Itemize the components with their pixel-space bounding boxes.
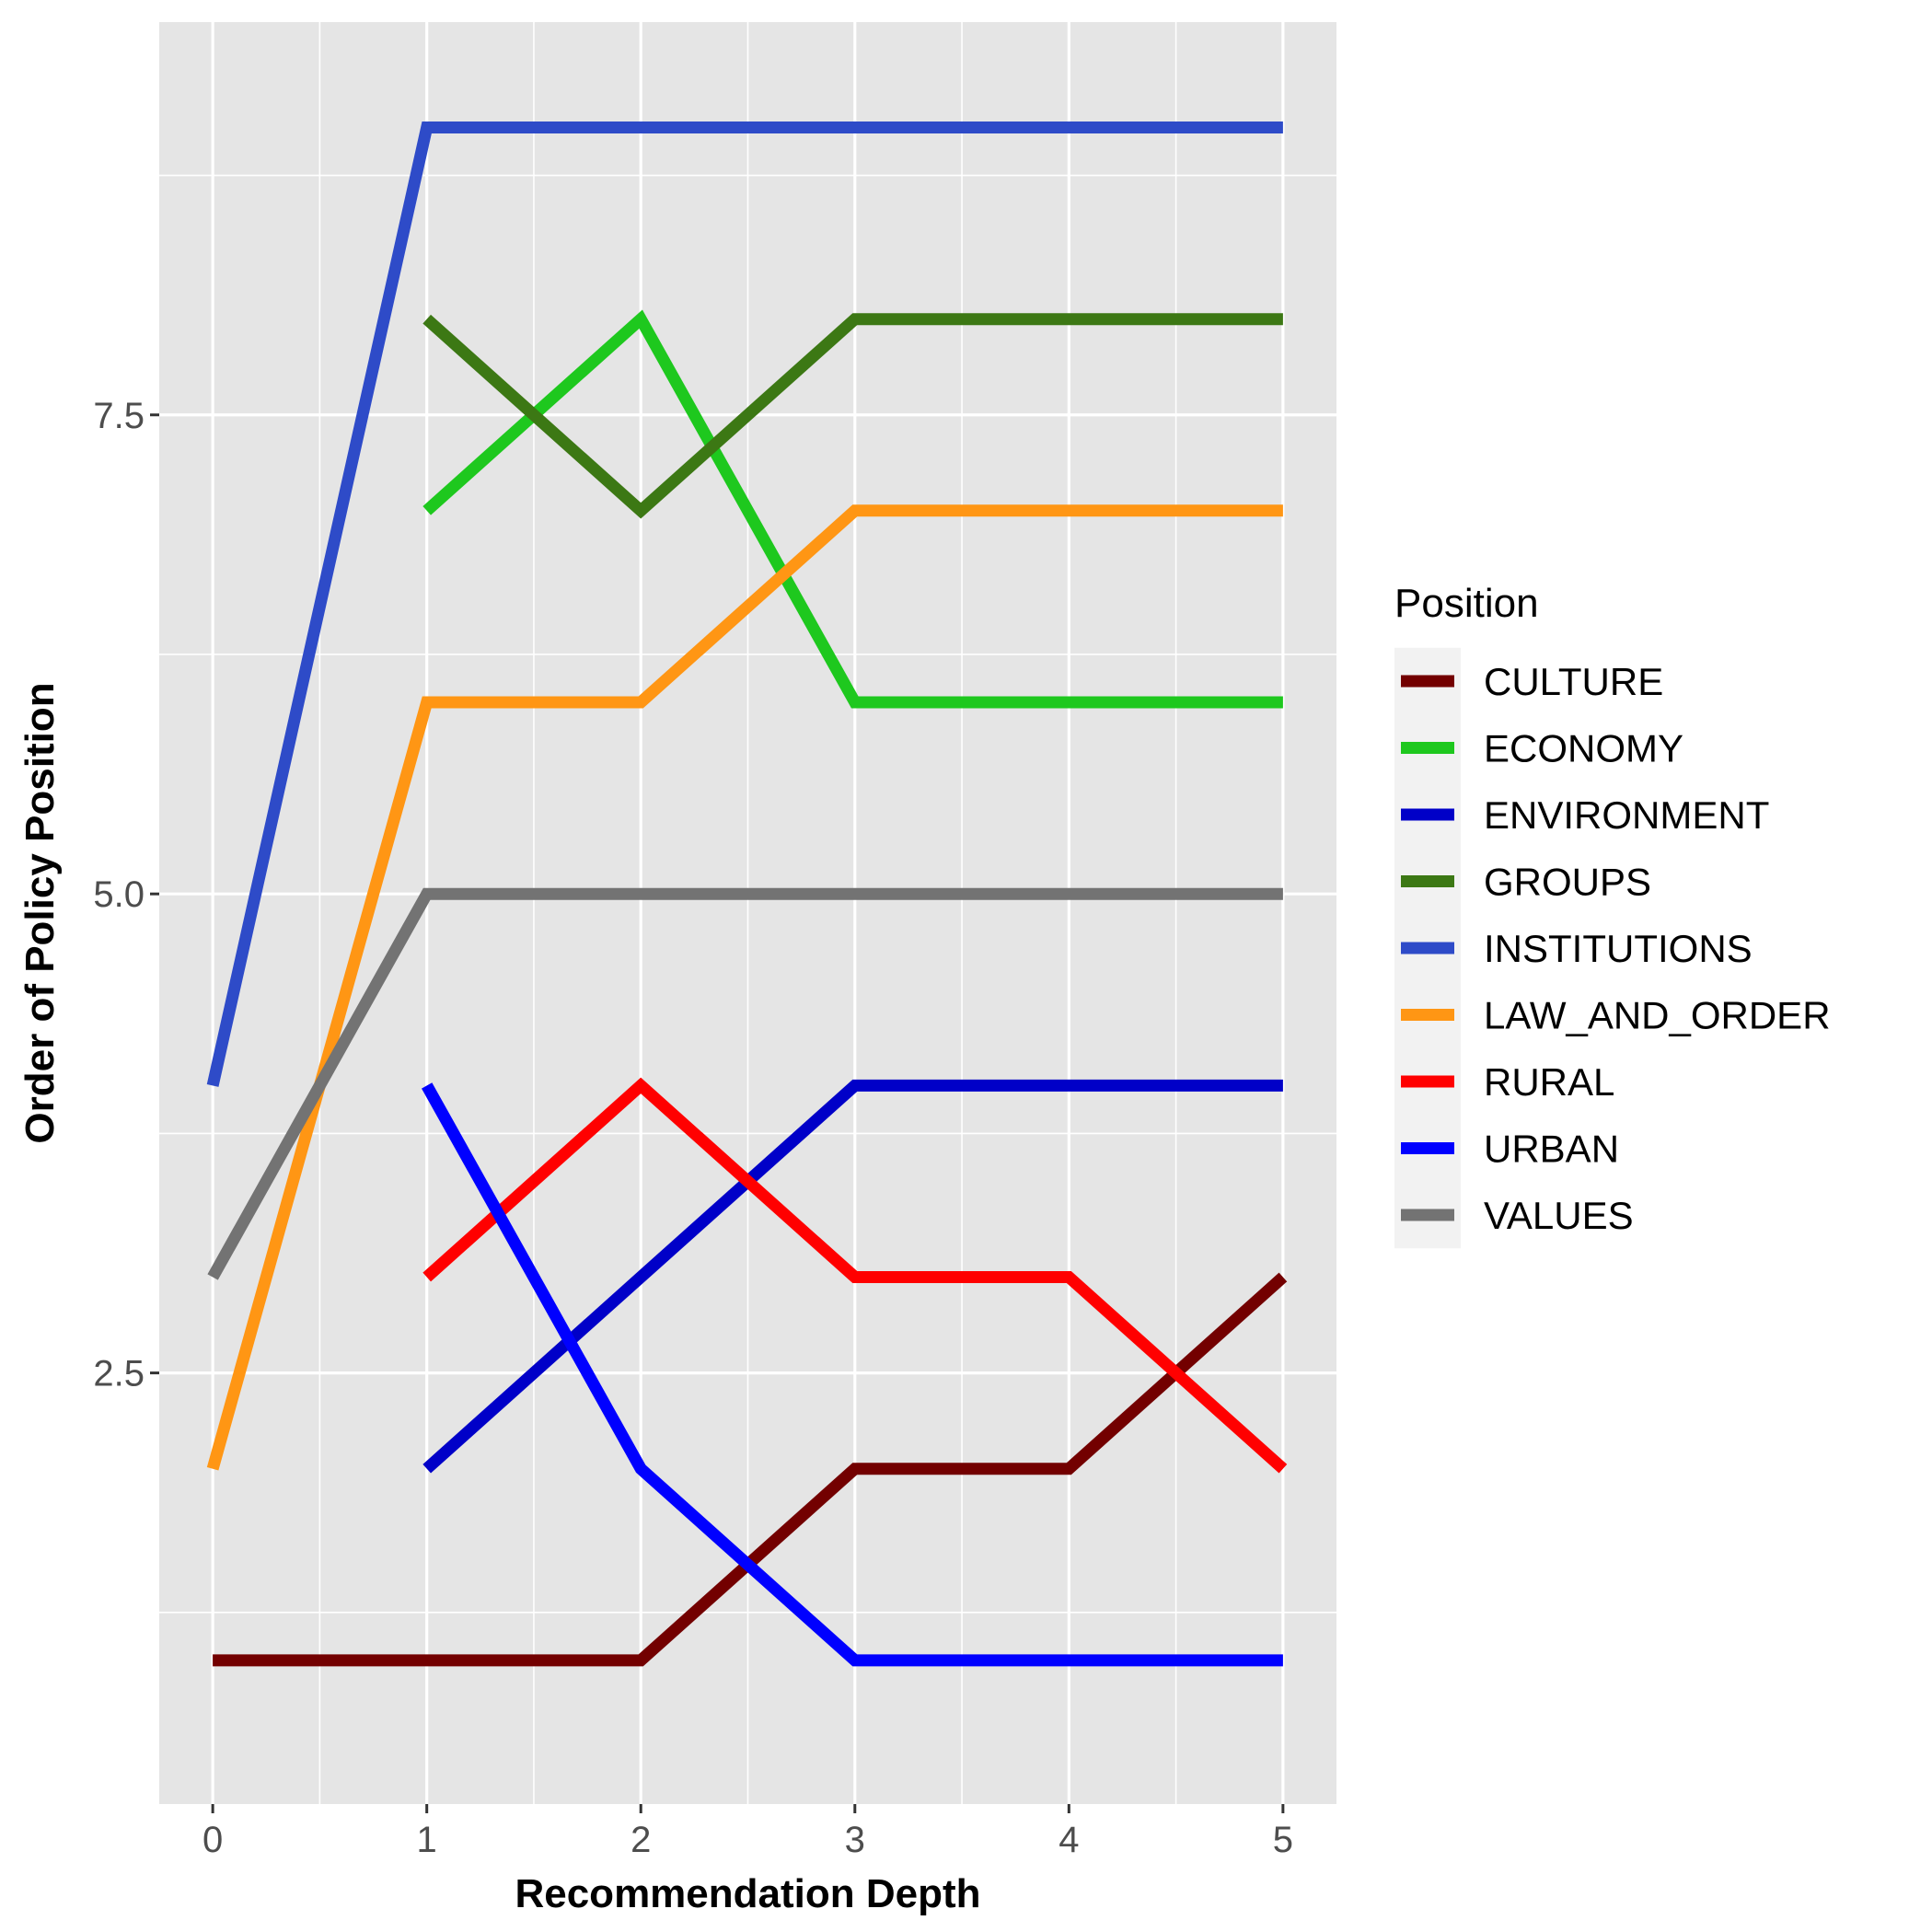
series-line-urban bbox=[422, 1082, 1283, 1667]
y-tick-label: 5.0 bbox=[93, 874, 145, 915]
legend-label-law-and-order: LAW_AND_ORDER bbox=[1484, 994, 1831, 1037]
legend-label-groups: GROUPS bbox=[1484, 861, 1651, 904]
series-line-values bbox=[207, 887, 1283, 1280]
x-axis: 0 1 2 3 4 5 bbox=[202, 1804, 1293, 1860]
y-tick-label: 2.5 bbox=[93, 1354, 145, 1394]
legend-items: CULTURE ECONOMY ENVIRONMENT GROUPS INSTITUTI… bbox=[1401, 660, 1831, 1237]
series-line-institutions bbox=[206, 121, 1283, 1087]
x-tick-label: 4 bbox=[1059, 1820, 1079, 1860]
series-line-economy bbox=[422, 309, 1283, 709]
legend: Position CULTURE ECONOMY ENVIRONMENT GROUPS… bbox=[1394, 581, 1831, 1249]
legend-label-institutions: INSTITUTIONS bbox=[1484, 927, 1753, 970]
series-line-rural bbox=[422, 1077, 1288, 1474]
legend-label-values: VALUES bbox=[1484, 1194, 1634, 1237]
x-tick-label: 2 bbox=[631, 1820, 651, 1860]
x-axis-title: Recommendation Depth bbox=[515, 1871, 980, 1916]
y-tick-label: 7.5 bbox=[93, 396, 145, 436]
legend-title: Position bbox=[1394, 581, 1539, 626]
x-tick-label: 1 bbox=[417, 1820, 437, 1860]
legend-label-rural: RURAL bbox=[1484, 1060, 1614, 1104]
y-axis: 2.5 5.0 7.5 bbox=[93, 396, 159, 1394]
series-line-law-and-order bbox=[206, 504, 1283, 1471]
legend-label-urban: URBAN bbox=[1484, 1128, 1619, 1171]
x-tick-label: 0 bbox=[202, 1820, 223, 1860]
legend-label-culture: CULTURE bbox=[1484, 660, 1663, 703]
series-line-groups bbox=[422, 313, 1283, 519]
legend-label-economy: ECONOMY bbox=[1484, 727, 1683, 770]
y-axis-title: Order of Policy Position bbox=[17, 682, 63, 1143]
legend-label-environment: ENVIRONMENT bbox=[1484, 793, 1769, 837]
x-tick-label: 5 bbox=[1273, 1820, 1293, 1860]
major-gridlines bbox=[159, 22, 1336, 1804]
series-lines bbox=[206, 121, 1288, 1667]
x-tick-label: 3 bbox=[845, 1820, 865, 1860]
